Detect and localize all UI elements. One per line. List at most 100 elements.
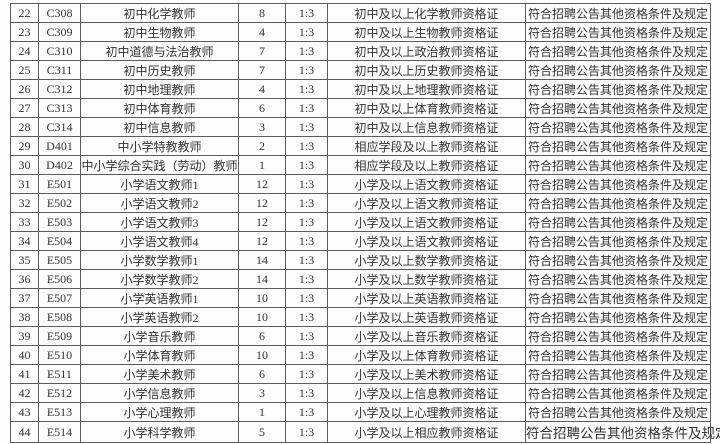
cell-name-text: 小学信息教师 <box>123 386 196 401</box>
cell-code: C311 <box>38 60 81 80</box>
cell-index: 25 <box>10 60 39 80</box>
cell-code-text: E505 <box>46 252 73 267</box>
cell-qualification: 初中及以上化学教师资格证 <box>327 3 526 23</box>
cell-qualification: 小学及以上语文教师资格证 <box>327 193 526 213</box>
cell-ratio: 1:3 <box>285 193 328 213</box>
cell-code: E502 <box>38 193 81 213</box>
cell-code-text: E506 <box>46 271 73 286</box>
cell-count-text: 5 <box>259 424 265 439</box>
cell-qualification-text: 小学及以上语文教师资格证 <box>354 234 499 249</box>
cell-other-text: 符合招聘公告其他资格条件及规定 <box>527 405 708 420</box>
cell-index: 34 <box>10 231 39 251</box>
cell-count: 4 <box>238 22 286 42</box>
cell-count-text: 12 <box>256 233 268 248</box>
cell-count-text: 8 <box>259 5 265 20</box>
cell-other-text: 符合招聘公告其他资格条件及规定 <box>527 272 708 287</box>
cell-ratio: 1:3 <box>285 288 328 308</box>
cell-index-text: 28 <box>18 119 31 134</box>
cell-other: 符合招聘公告其他资格条件及规定 <box>525 193 711 213</box>
cell-qualification: 初中及以上政治教师资格证 <box>327 41 526 61</box>
cell-name: 初中历史教师 <box>80 60 239 80</box>
cell-count: 12 <box>238 231 286 251</box>
cell-qualification-text: 初中及以上体育教师资格证 <box>354 101 499 116</box>
cell-name-text: 小学心理教师 <box>123 405 196 420</box>
cell-count: 10 <box>238 288 286 308</box>
cell-other: 符合招聘公告其他资格条件及规定 <box>525 98 711 118</box>
cell-other-text: 符合招聘公告其他资格条件及规定 <box>527 253 708 268</box>
cell-code: C309 <box>38 22 81 42</box>
cell-count-text: 12 <box>256 176 268 191</box>
cell-name-text: 小学数学教师2 <box>120 272 199 287</box>
table-row: 23 C309 初中生物教师 4 1:3 初中及以上生物教师资格证 符合招聘公告其他资格条件… <box>10 22 711 42</box>
cell-ratio: 1:3 <box>285 402 328 422</box>
table-row: 43 E513 小学心理教师 1 1:3 小学及以上心理教师资格证 符合招聘公告其他资格条件… <box>10 402 711 422</box>
cell-name: 初中地理教师 <box>80 79 239 99</box>
cell-other: 符合招聘公告其他资格条件及规定 <box>525 250 711 270</box>
table-row: 41 E511 小学美术教师 6 1:3 小学及以上美术教师资格证 符合招聘公告其他资格条件… <box>10 364 711 384</box>
cell-ratio: 1:3 <box>285 269 328 289</box>
cell-qualification-text: 小学及以上数学教师资格证 <box>354 253 499 268</box>
cell-other: 符合招聘公告其他资格条件及规定 <box>525 136 711 156</box>
cell-count-text: 10 <box>256 290 268 305</box>
cell-ratio: 1:3 <box>285 212 328 232</box>
cell-ratio-text: 1:3 <box>298 24 315 39</box>
cell-qualification-text: 初中及以上化学教师资格证 <box>354 6 499 21</box>
table-row: 42 E512 小学信息教师 3 1:3 小学及以上信息教师资格证 符合招聘公告其他资格条件… <box>10 383 711 403</box>
cell-index-text: 25 <box>18 62 31 77</box>
cell-index-text: 36 <box>18 271 31 286</box>
table-row: 24 C310 初中道德与法治教师 7 1:3 初中及以上政治教师资格证 符合招聘公告其他资… <box>10 41 711 61</box>
cell-name: 小学信息教师 <box>80 383 239 403</box>
cell-ratio-text: 1:3 <box>298 176 315 191</box>
cell-count: 8 <box>238 3 286 23</box>
cell-name: 小学语文教师2 <box>80 193 239 213</box>
cell-other-text: 符合招聘公告其他资格条件及规定 <box>527 310 708 325</box>
cell-qualification: 小学及以上语文教师资格证 <box>327 174 526 194</box>
cell-name: 小学美术教师 <box>80 364 239 384</box>
cell-qualification-text: 相应学段及以上教师资格证 <box>354 139 499 154</box>
cell-index: 44 <box>10 421 39 443</box>
cell-qualification-text: 初中及以上信息教师资格证 <box>354 120 499 135</box>
cell-index: 38 <box>10 307 39 327</box>
cell-code: E514 <box>38 421 81 443</box>
cell-code-text: D401 <box>46 138 73 153</box>
cell-qualification-text: 初中及以上生物教师资格证 <box>354 25 499 40</box>
cell-ratio: 1:3 <box>285 3 328 23</box>
cell-qualification: 初中及以上历史教师资格证 <box>327 60 526 80</box>
cell-ratio-text: 1:3 <box>298 195 315 210</box>
cell-name-text: 小学语文教师2 <box>120 196 199 211</box>
cell-index-text: 22 <box>18 5 31 20</box>
cell-qualification: 小学及以上语文教师资格证 <box>327 231 526 251</box>
cell-name-text: 初中地理教师 <box>123 82 196 97</box>
cell-qualification: 小学及以上信息教师资格证 <box>327 383 526 403</box>
cell-ratio: 1:3 <box>285 136 328 156</box>
cell-ratio: 1:3 <box>285 307 328 327</box>
cell-other: 符合招聘公告其他资格条件及规定 <box>525 402 711 422</box>
cell-index: 28 <box>10 117 39 137</box>
table-row: 28 C314 初中信息教师 3 1:3 初中及以上信息教师资格证 符合招聘公告其他资格条件… <box>10 117 711 137</box>
cell-ratio: 1:3 <box>285 22 328 42</box>
cell-count: 14 <box>238 269 286 289</box>
cell-qualification: 小学及以上英语教师资格证 <box>327 288 526 308</box>
cell-index-text: 41 <box>18 366 31 381</box>
table-row: 34 E504 小学语文教师4 12 1:3 小学及以上语文教师资格证 符合招聘公告其他资格… <box>10 231 711 251</box>
cell-ratio: 1:3 <box>285 345 328 365</box>
cell-name-text: 中小学特教教师 <box>117 139 202 154</box>
cell-name-text: 初中道德与法治教师 <box>105 44 214 59</box>
cell-count-text: 2 <box>259 138 265 153</box>
cell-other-text: 符合招聘公告其他资格条件及规定 <box>527 120 708 135</box>
cell-count: 14 <box>238 250 286 270</box>
cell-ratio: 1:3 <box>285 231 328 251</box>
cell-index-text: 35 <box>18 252 31 267</box>
cell-qualification: 相应学段及以上教师资格证 <box>327 136 526 156</box>
cell-qualification: 初中及以上地理教师资格证 <box>327 79 526 99</box>
cell-qualification: 小学及以上英语教师资格证 <box>327 307 526 327</box>
cell-ratio: 1:3 <box>285 60 328 80</box>
cell-qualification-text: 小学及以上美术教师资格证 <box>354 367 499 382</box>
cell-other: 符合招聘公告其他资格条件及规定 <box>525 231 711 251</box>
cell-code-text: E511 <box>47 366 72 381</box>
cell-qualification: 相应学段及以上教师资格证 <box>327 155 526 175</box>
cell-count-text: 6 <box>259 100 265 115</box>
cell-ratio: 1:3 <box>285 383 328 403</box>
table-row: 37 E507 小学英语教师1 10 1:3 小学及以上英语教师资格证 符合招聘公告其他资格… <box>10 288 711 308</box>
cell-code: E513 <box>38 402 81 422</box>
